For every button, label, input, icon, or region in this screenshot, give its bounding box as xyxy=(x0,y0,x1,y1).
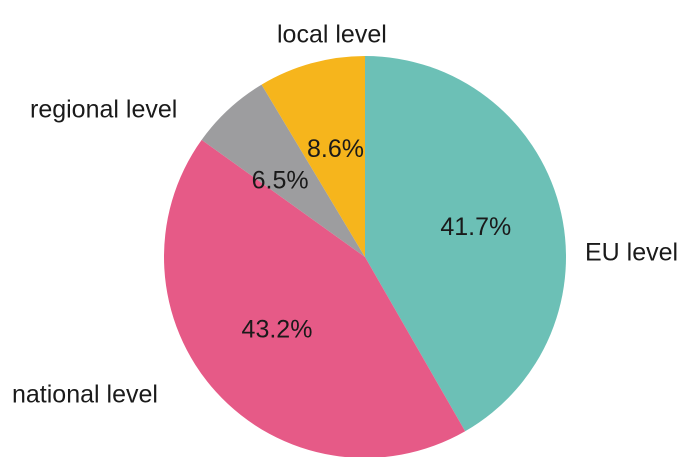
category-label-eu-level: EU level xyxy=(585,239,678,267)
pie-value-labels: 41.7% 43.2% 6.5% 8.6% xyxy=(242,135,512,344)
pie-slices xyxy=(164,56,567,457)
pie-slice-regional-level xyxy=(201,84,365,257)
category-label-national-level: national level xyxy=(12,381,158,409)
category-label-local-level: local level xyxy=(277,21,387,49)
value-label-national-level: 43.2% xyxy=(242,316,313,344)
value-label-eu-level: 41.7% xyxy=(440,213,511,241)
pie-slice-eu-level xyxy=(365,56,567,432)
pie-slice-local-level xyxy=(261,56,365,257)
pie-category-labels: EU level national level regional level l… xyxy=(12,21,678,409)
pie-slice-national-level xyxy=(164,139,466,457)
value-label-regional-level: 6.5% xyxy=(252,166,309,194)
category-label-regional-level: regional level xyxy=(30,96,177,124)
value-label-local-level: 8.6% xyxy=(307,135,364,163)
